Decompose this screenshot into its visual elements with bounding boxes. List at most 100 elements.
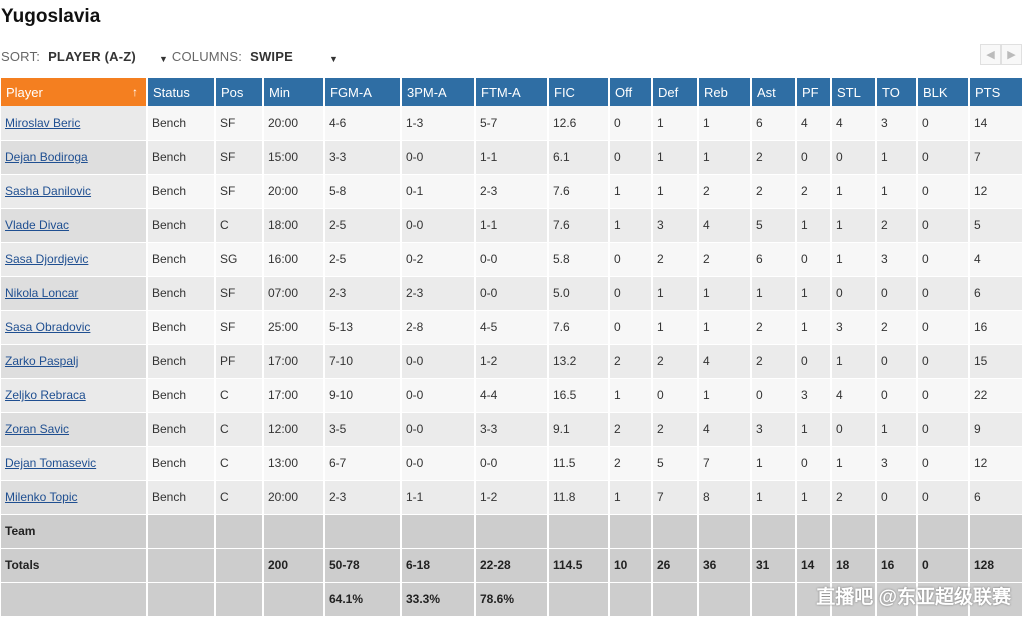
cell-fic: 114.5: [548, 548, 610, 583]
cell-min: 17:00: [263, 378, 325, 413]
cell-pf: 0: [796, 242, 832, 277]
cell-blk: 0: [917, 174, 970, 209]
player-link[interactable]: Miroslav Beric: [5, 115, 81, 130]
cell-fgm-a: 50-78: [324, 548, 402, 583]
column-header-pts[interactable]: PTS: [969, 78, 1023, 106]
column-header-stl[interactable]: STL: [831, 78, 877, 106]
cell-fgm-a: 2-5: [324, 208, 402, 243]
player-link[interactable]: Dejan Bodiroga: [5, 150, 88, 164]
cell-status: Bench: [147, 378, 216, 413]
column-header-fgm-a[interactable]: FGM-A: [324, 78, 402, 106]
table-row: Dejan Bodiroga Bench SF 15:00 3-3 0-0 1-1 6.1 0 1…: [1, 140, 1023, 175]
cell-pts: [969, 514, 1023, 549]
player-link[interactable]: Zoran Savic: [5, 422, 70, 436]
column-header-to[interactable]: TO: [876, 78, 918, 106]
cell-blk: 0: [917, 106, 970, 141]
column-header-fic[interactable]: FIC: [548, 78, 610, 106]
cell-ftm-a: 5-7: [475, 106, 549, 141]
cell-stl: 4: [831, 378, 877, 413]
column-header-ast[interactable]: Ast: [751, 78, 797, 106]
sort-ascending-icon: ↑: [132, 84, 138, 99]
page-title: Yugoslavia: [1, 6, 101, 27]
next-columns-button[interactable]: ▶: [1001, 44, 1022, 65]
cell-status: Bench: [147, 310, 216, 345]
cell-min: 13:00: [263, 446, 325, 481]
cell-player: [1, 582, 148, 617]
cell-ast: 2: [751, 174, 797, 209]
column-header-def[interactable]: Def: [652, 78, 699, 106]
column-header-3pm-a[interactable]: 3PM-A: [401, 78, 476, 106]
cell-ftm-a: 1-1: [475, 140, 549, 175]
column-header-pos[interactable]: Pos: [215, 78, 264, 106]
player-link[interactable]: Vlade Divac: [5, 218, 70, 232]
cell-min: 20:00: [263, 480, 325, 515]
player-link[interactable]: Nikola Loncar: [5, 286, 79, 300]
cell-to: 16: [876, 548, 918, 583]
sort-chevron-down-icon[interactable]: ▼: [158, 53, 168, 64]
player-link[interactable]: Zeljko Rebraca: [5, 388, 86, 402]
column-header-reb[interactable]: Reb: [698, 78, 752, 106]
player-cell: Miroslav Beric: [1, 106, 148, 141]
sort-select[interactable]: PLAYER (A-Z): [48, 49, 136, 64]
column-header-off[interactable]: Off: [609, 78, 653, 106]
cell-stl: [831, 582, 877, 617]
table-row: Sasa Obradovic Bench SF 25:00 5-13 2-8 4-5 7.6 0…: [1, 310, 1023, 345]
cell-blk: 0: [917, 480, 970, 515]
table-row: Sasha Danilovic Bench SF 20:00 5-8 0-1 2-3 7.6 1…: [1, 174, 1023, 209]
cell-ast: 2: [751, 344, 797, 379]
cell-3pm-a: 0-0: [401, 140, 476, 175]
cell-off: [609, 514, 653, 549]
cell-stl: 4: [831, 106, 877, 141]
column-header-label: Ast: [757, 84, 776, 100]
cell-ftm-a: 0-0: [475, 242, 549, 277]
cell-player: Totals: [1, 548, 148, 583]
column-header-label: 3PM-A: [407, 84, 447, 100]
cell-off: 2: [609, 446, 653, 481]
cell-fgm-a: 3-3: [324, 140, 402, 175]
cell-pf: 2: [796, 174, 832, 209]
column-header-label: Pos: [221, 84, 244, 100]
column-header-player[interactable]: Player ↑: [1, 78, 148, 106]
cell-pts: 9: [969, 412, 1023, 447]
player-link[interactable]: Sasa Obradovic: [5, 320, 91, 334]
cell-status: [147, 514, 216, 549]
cell-reb: 2: [698, 242, 752, 277]
cell-ast: 1: [751, 446, 797, 481]
cell-3pm-a: 2-3: [401, 276, 476, 311]
table-row: Sasa Djordjevic Bench SG 16:00 2-5 0-2 0-0 5.8 0…: [1, 242, 1023, 277]
player-cell: Zeljko Rebraca: [1, 378, 148, 413]
cell-fic: 11.8: [548, 480, 610, 515]
column-header-pf[interactable]: PF: [796, 78, 832, 106]
cell-reb: 1: [698, 106, 752, 141]
cell-pf: 1: [796, 310, 832, 345]
cell-ftm-a: 22-28: [475, 548, 549, 583]
cell-pos: C: [215, 480, 264, 515]
column-header-status[interactable]: Status: [147, 78, 216, 106]
percentages-row: 64.1% 33.3% 78.6%: [1, 582, 1023, 617]
column-header-min[interactable]: Min: [263, 78, 325, 106]
cell-ftm-a: 4-4: [475, 378, 549, 413]
cell-ast: 2: [751, 140, 797, 175]
cell-reb: 1: [698, 276, 752, 311]
player-link[interactable]: Sasha Danilovic: [5, 184, 92, 198]
player-link[interactable]: Milenko Topic: [5, 490, 78, 504]
cell-pos: PF: [215, 344, 264, 379]
cell-min: 17:00: [263, 344, 325, 379]
cell-pf: [796, 514, 832, 549]
player-link[interactable]: Zarko Paspalj: [5, 354, 79, 368]
cell-pos: [215, 514, 264, 549]
cell-fic: [548, 514, 610, 549]
column-header-blk[interactable]: BLK: [917, 78, 970, 106]
column-header-ftm-a[interactable]: FTM-A: [475, 78, 549, 106]
cell-fic: 12.6: [548, 106, 610, 141]
player-link[interactable]: Sasa Djordjevic: [5, 252, 89, 266]
cell-reb: 1: [698, 378, 752, 413]
columns-select[interactable]: SWIPE: [250, 49, 293, 64]
player-link[interactable]: Dejan Tomasevic: [5, 456, 97, 470]
cell-min: [263, 514, 325, 549]
cell-3pm-a: 0-0: [401, 446, 476, 481]
cell-fic: 11.5: [548, 446, 610, 481]
columns-chevron-down-icon[interactable]: ▼: [328, 53, 338, 64]
prev-columns-button[interactable]: ◀: [980, 44, 1001, 65]
cell-def: 3: [652, 208, 699, 243]
